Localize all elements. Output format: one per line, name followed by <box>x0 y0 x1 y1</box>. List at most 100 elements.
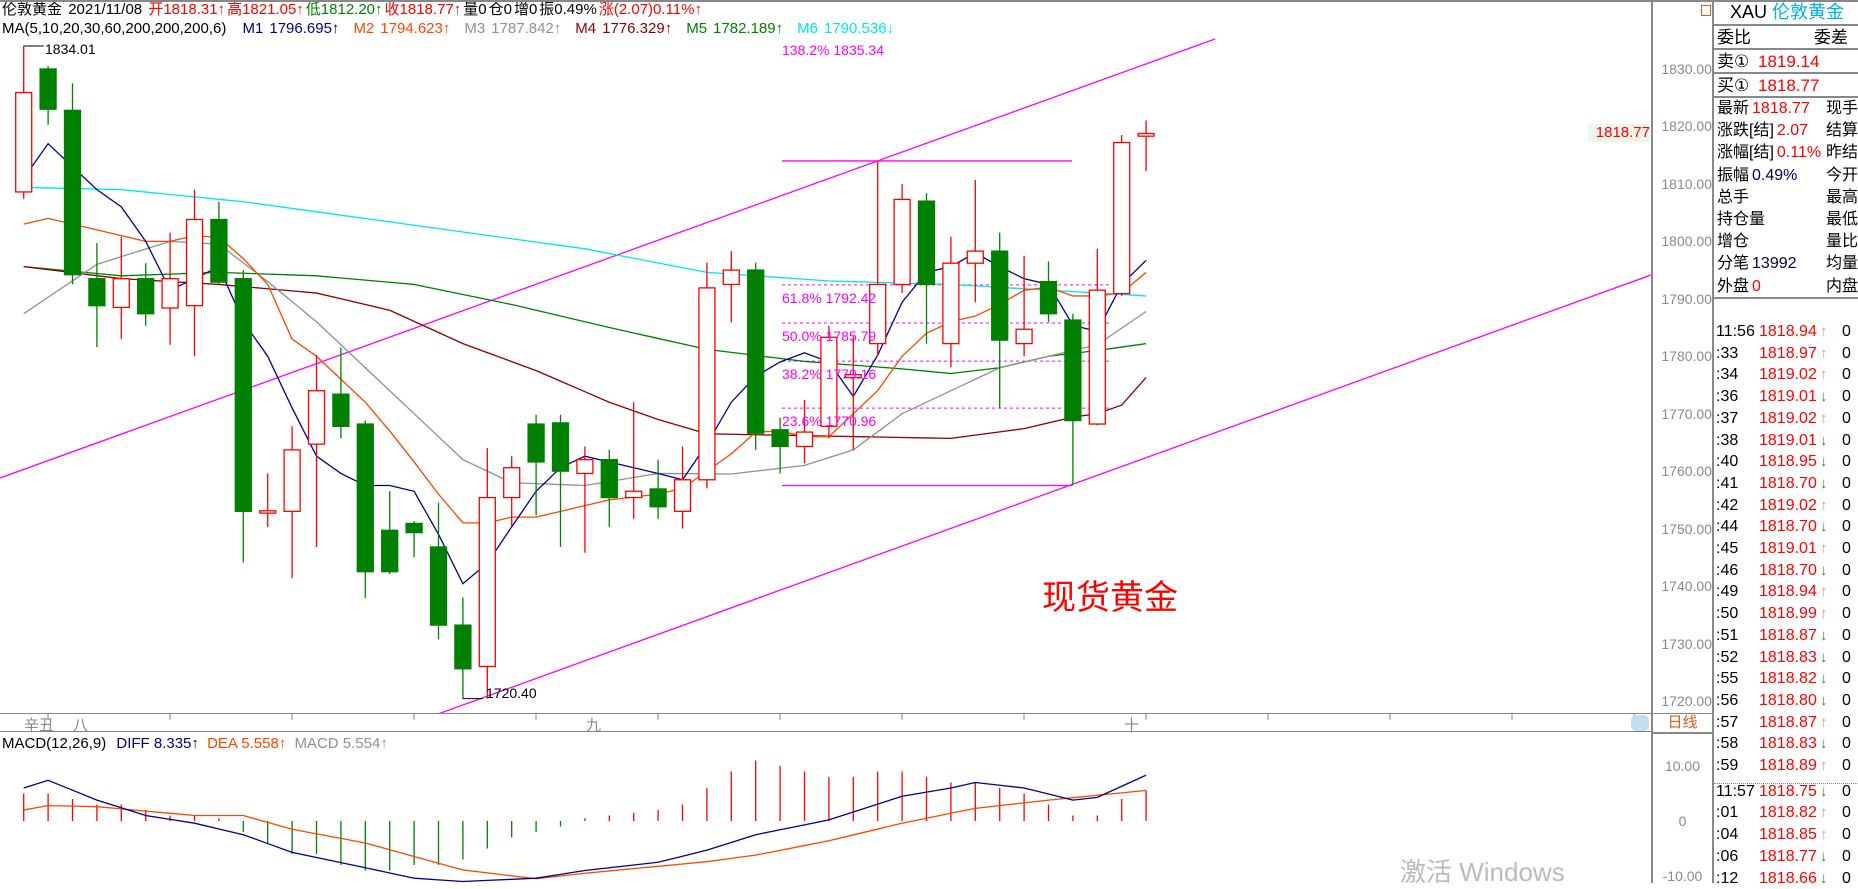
candle-up[interactable] <box>185 189 204 357</box>
candle-down[interactable] <box>405 521 423 558</box>
candle-up[interactable] <box>576 446 594 553</box>
stat-value: 1818.77 <box>1752 100 1810 117</box>
candle-down[interactable] <box>88 243 106 348</box>
candle-up[interactable] <box>844 336 862 450</box>
ask-price: 1819.14 <box>1758 52 1820 71</box>
tick-price: 1818.70 <box>1759 561 1817 579</box>
candle-body <box>625 490 643 499</box>
candle-body <box>844 373 862 379</box>
candle-up[interactable] <box>1113 135 1131 296</box>
channel-upper-line[interactable] <box>0 38 1216 479</box>
tick-time: :50 <box>1716 605 1739 623</box>
candle-down[interactable] <box>454 597 472 699</box>
candle-up[interactable] <box>259 473 277 527</box>
candle-down[interactable] <box>63 83 82 285</box>
window-toggle-icon[interactable] <box>1701 5 1711 16</box>
candle-down[interactable] <box>381 491 399 574</box>
candle-up[interactable] <box>112 236 130 340</box>
arrow-up-icon: ↑ <box>1820 583 1828 601</box>
candle-body <box>869 283 887 345</box>
candle-down[interactable] <box>991 232 1009 408</box>
tick-row: :34 1819.02 ↑ 0 <box>1714 364 1858 386</box>
candle-body <box>1015 328 1033 345</box>
candle-down[interactable] <box>429 502 448 640</box>
candle-down[interactable] <box>1039 261 1058 322</box>
price-tick-label: 1790.00 <box>1661 290 1712 307</box>
candle-body <box>795 431 814 448</box>
tick-price: 1819.02 <box>1759 409 1817 427</box>
candle-down[interactable] <box>527 414 545 516</box>
stat-label: 涨跌[结] <box>1717 122 1774 140</box>
tick-volume: 0 <box>1842 561 1851 579</box>
price-tick-label: 1800.00 <box>1661 233 1712 250</box>
tick-price: 1818.77 <box>1759 847 1817 865</box>
candle-up[interactable] <box>161 232 179 345</box>
tick-time: :06 <box>1716 847 1739 865</box>
candle-up[interactable] <box>942 236 960 368</box>
tick-volume: 0 <box>1842 409 1851 427</box>
tick-row: :56 1818.80 ↓ 0 <box>1714 690 1858 712</box>
candle-body <box>454 624 472 670</box>
tick-price: 1818.89 <box>1759 757 1817 774</box>
candle-body <box>137 278 155 315</box>
stat-label: 持仓量 <box>1717 211 1766 228</box>
kline-chart[interactable] <box>0 0 1651 883</box>
candle-down[interactable] <box>551 414 570 547</box>
period-button[interactable]: 日线 <box>1653 713 1712 732</box>
stat-label-value: 振幅 0.49% <box>1717 165 1797 187</box>
candle-down[interactable] <box>1064 313 1082 486</box>
candle-up[interactable] <box>625 402 643 519</box>
candle-down[interactable] <box>649 459 667 519</box>
candle-down[interactable] <box>600 449 618 527</box>
tick-time: :52 <box>1716 648 1739 666</box>
candle-up[interactable] <box>478 448 496 699</box>
tick-time: :45 <box>1716 540 1739 557</box>
candle-up[interactable] <box>673 446 692 529</box>
tick-price: 1818.94 <box>1759 583 1817 601</box>
candle-down[interactable] <box>747 262 765 450</box>
tick-time: :44 <box>1716 518 1739 536</box>
candle-up[interactable] <box>15 45 33 199</box>
price-axis[interactable]: 1830.00 1820.00 1810.00 1800.00 1790.00 1780.… <box>1651 0 1712 884</box>
candle-down[interactable] <box>39 66 57 125</box>
candle-up[interactable] <box>966 179 984 303</box>
tick-row: :45 1819.01 ↑ 0 <box>1714 538 1858 560</box>
price-tick-label: 1770.00 <box>1661 405 1712 422</box>
tick-time: :34 <box>1716 366 1739 384</box>
candle-up[interactable] <box>722 251 740 323</box>
high-label: 1834.01 <box>45 41 96 57</box>
candle-up[interactable] <box>869 160 887 357</box>
tick-volume: 0 <box>1842 605 1851 623</box>
candle-up[interactable] <box>503 456 521 527</box>
candle-up[interactable] <box>1088 248 1106 426</box>
stat-label-right: 今开 <box>1826 166 1858 184</box>
ma-name: M2 <box>353 20 375 37</box>
candle-up[interactable] <box>893 183 911 294</box>
scrollbar-thumb[interactable] <box>1631 715 1649 731</box>
candle-down[interactable] <box>771 417 789 474</box>
candle-body <box>63 109 82 276</box>
candle-down[interactable] <box>332 347 350 439</box>
candle-up[interactable] <box>795 399 814 464</box>
candle-body <box>917 200 936 286</box>
candle-body <box>820 336 838 427</box>
candle-down[interactable] <box>210 201 228 285</box>
candle-down[interactable] <box>356 420 374 599</box>
channel-lower-line[interactable] <box>438 274 1651 714</box>
candle-down[interactable] <box>234 270 252 563</box>
ma-value: 1794.623↑ <box>380 20 451 37</box>
macd-diff-line <box>23 774 1147 883</box>
candle-up[interactable] <box>698 262 716 489</box>
candle-up[interactable] <box>283 426 301 579</box>
candle-down[interactable] <box>137 263 155 326</box>
candle-up[interactable] <box>1137 120 1155 172</box>
tick-volume: 0 <box>1842 518 1851 536</box>
stat-label: 最新 <box>1717 100 1750 117</box>
candle-up[interactable] <box>1015 255 1033 357</box>
candle-up[interactable] <box>820 325 838 439</box>
candle-up[interactable] <box>307 355 326 547</box>
stat-value: 0.11% <box>1776 144 1822 162</box>
quote-symbol: XAU <box>1729 2 1767 22</box>
candle-down[interactable] <box>917 193 936 344</box>
arrow-down-icon: ↓ <box>1820 518 1828 536</box>
